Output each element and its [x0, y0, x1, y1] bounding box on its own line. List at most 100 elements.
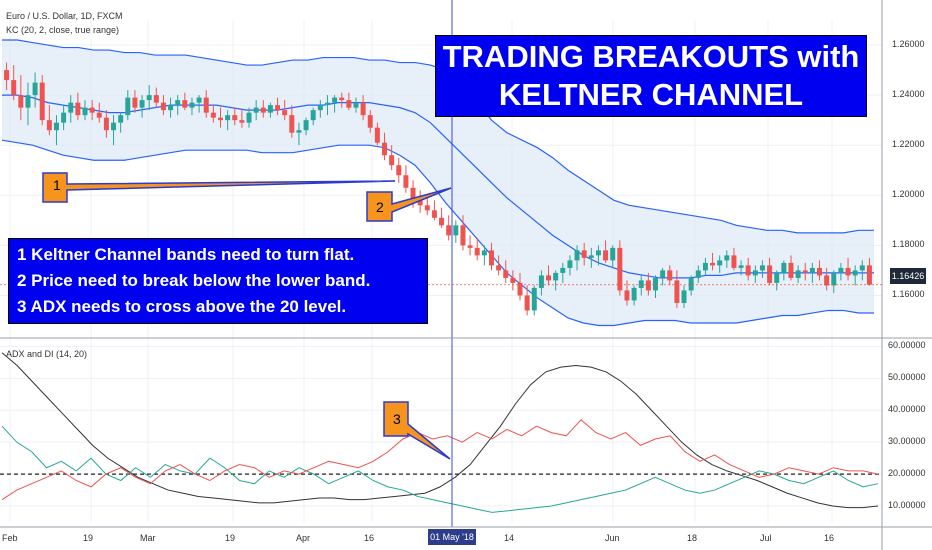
candle-body-33	[239, 120, 245, 123]
candle-body-63	[453, 225, 459, 236]
adx-series-di	[1, 419, 879, 501]
x-tick-label: 14	[504, 533, 515, 543]
candle-body-36	[260, 107, 266, 113]
title-line-1: TRADING BREAKOUTS with	[442, 39, 860, 74]
candle-body-48	[346, 100, 352, 108]
adx-tick-label: 60.00000	[888, 340, 926, 351]
candle-body-58	[417, 200, 423, 206]
note-1: 1 Keltner Channel bands need to turn fla…	[17, 245, 355, 264]
adx-tick-label: 10.00000	[888, 500, 926, 511]
candle-body-30	[218, 117, 223, 121]
candle-body-76	[546, 275, 552, 281]
candle-body-61	[439, 217, 445, 226]
candle-body-67	[481, 250, 487, 256]
candle-body-80	[574, 250, 580, 261]
candle-body-29	[210, 112, 216, 118]
candle-body-38	[275, 105, 281, 111]
candle-body-90	[645, 280, 651, 291]
candle-body-82	[588, 255, 594, 258]
candle-body-74	[531, 287, 537, 311]
candle-body-49	[353, 102, 359, 108]
candle-body-111	[795, 270, 801, 278]
adx-panel	[0, 352, 882, 513]
candle-body-22	[160, 102, 166, 111]
candle-body-50	[360, 102, 366, 116]
candle-body-45	[324, 102, 330, 106]
x-tick-label: Feb	[2, 533, 18, 543]
candle-body-68	[488, 250, 494, 266]
candle-body-99	[710, 262, 716, 266]
candle-body-20	[146, 95, 152, 101]
callout-1-shape	[42, 172, 396, 203]
candle-body-64	[460, 225, 466, 246]
adx-series-adx	[1, 352, 879, 509]
x-tick-label: Apr	[296, 533, 311, 543]
candle-body-39	[282, 110, 288, 116]
candle-body-115	[824, 275, 830, 286]
adx-tick-label: 30.00000	[888, 436, 926, 447]
candle-body-17	[125, 97, 131, 116]
price-tick-label: 1.24000	[892, 89, 925, 100]
candle-body-44	[317, 105, 323, 111]
candle-body-5	[39, 82, 45, 121]
callout-3-shape	[383, 401, 451, 460]
candle-body-120	[859, 265, 865, 271]
candle-body-8	[61, 112, 67, 123]
candle-body-15	[111, 122, 117, 131]
price-tick-label: 1.26000	[892, 39, 925, 50]
candle-body-93	[667, 270, 673, 281]
candle-body-60	[431, 210, 437, 218]
candle-body-91	[653, 277, 658, 291]
candle-body-11	[82, 107, 88, 116]
callout-2-shape	[366, 187, 452, 222]
candle-body-14	[103, 117, 109, 131]
candle-body-104	[745, 265, 751, 276]
candle-body-16	[118, 115, 124, 123]
candle-body-52	[374, 127, 380, 143]
candle-body-98	[702, 262, 708, 271]
keltner-middle-band	[2, 94, 874, 279]
candle-body-94	[674, 280, 680, 303]
candle-body-108	[774, 272, 780, 283]
candle-body-26	[189, 102, 195, 108]
candle-body-59	[424, 205, 430, 211]
candle-body-57	[410, 187, 416, 201]
candle-body-112	[802, 270, 808, 273]
candle-body-21	[153, 95, 159, 103]
candle-body-28	[203, 97, 209, 113]
annotation-overlay	[42, 0, 453, 527]
candle-body-3	[25, 95, 31, 108]
candle-body-109	[781, 262, 787, 273]
candle-body-95	[681, 290, 687, 303]
note-3: 3 ADX needs to cross above the 20 level.	[17, 297, 347, 316]
candle-body-35	[253, 107, 259, 113]
candle-body-10	[75, 102, 81, 116]
candle-body-87	[624, 290, 630, 301]
candle-body-31	[225, 115, 231, 121]
x-tick-label: 16	[364, 533, 375, 543]
x-tick-label: Jul	[760, 533, 772, 543]
candle-body-110	[788, 262, 794, 278]
candle-body-97	[695, 270, 701, 278]
candle-body-42	[303, 120, 309, 131]
symbol-label: Euro / U.S. Dollar, 1D, FXCM	[6, 11, 123, 21]
candle-body-119	[852, 270, 858, 276]
x-tick-label: 18	[687, 533, 698, 543]
candle-body-40	[289, 115, 295, 133]
candle-body-12	[89, 107, 95, 113]
notes-box: 1 Keltner Channel bands need to turn fla…	[8, 238, 428, 324]
candle-body-103	[738, 265, 744, 268]
candle-body-105	[752, 270, 758, 276]
candle-body-102	[731, 255, 737, 268]
candle-body-81	[581, 250, 587, 258]
candle-body-4	[32, 82, 38, 96]
candle-body-34	[246, 112, 252, 123]
adx-tick-label: 40.00000	[888, 404, 926, 415]
candle-body-0	[4, 70, 10, 81]
candle-body-69	[496, 265, 502, 271]
crosshair-date-tag: 01 May '18	[428, 529, 476, 545]
candle-body-24	[175, 100, 181, 106]
candle-body-66	[474, 247, 480, 256]
candle-body-53	[382, 142, 388, 156]
candle-body-6	[46, 120, 52, 131]
